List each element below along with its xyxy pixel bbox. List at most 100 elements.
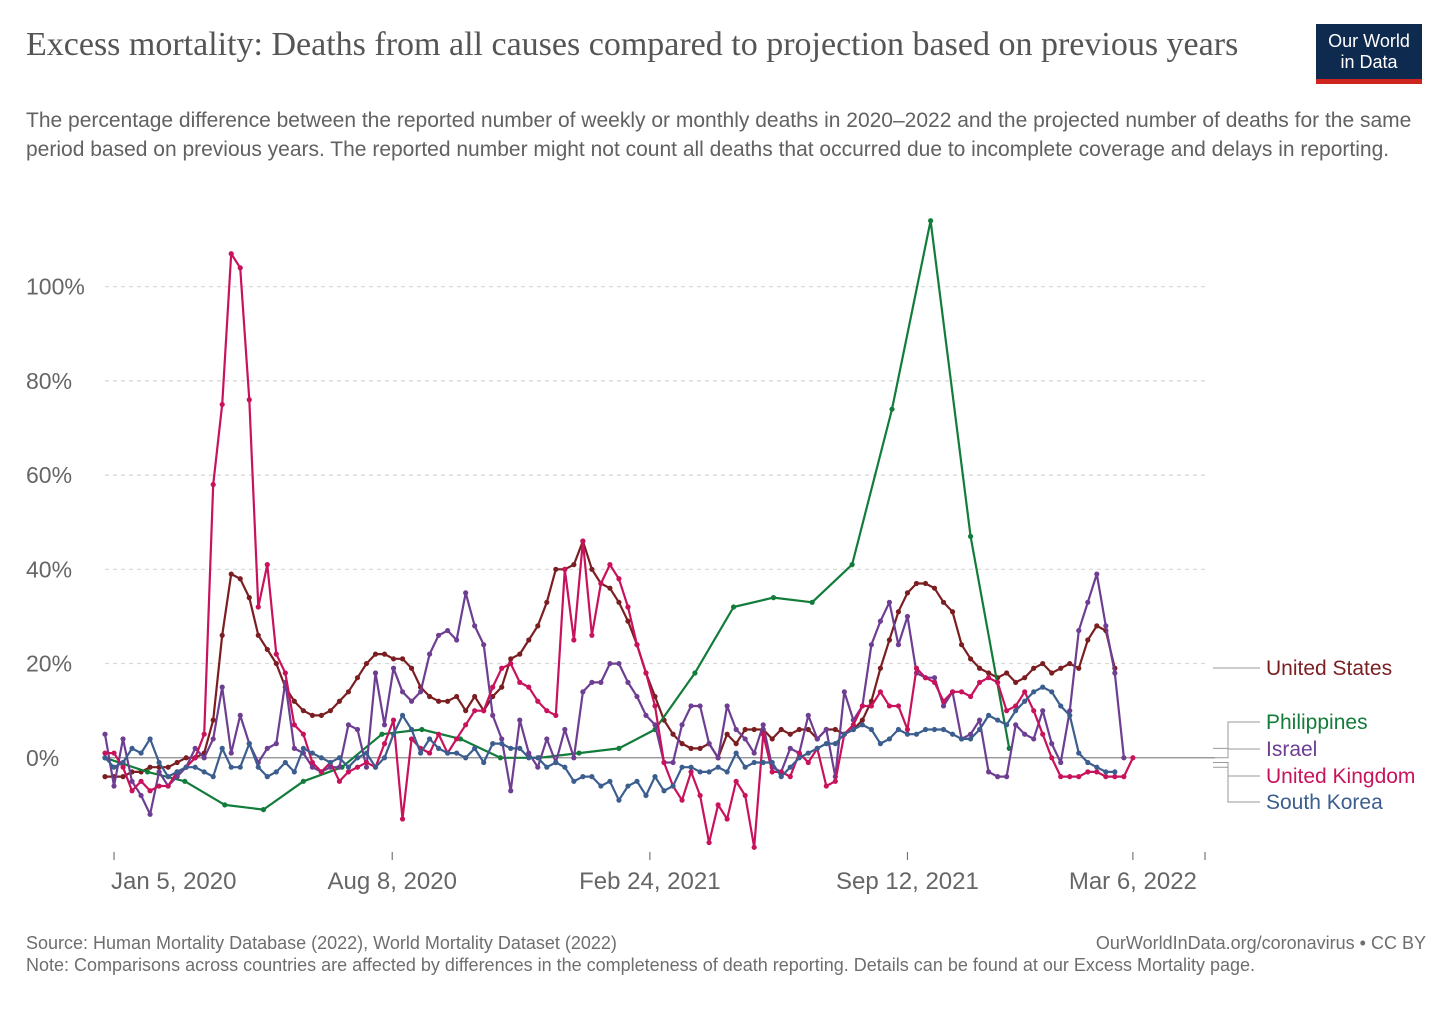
data-point (562, 566, 568, 572)
data-point (913, 731, 920, 737)
data-point (724, 769, 730, 775)
data-point (1103, 769, 1109, 775)
data-point (697, 703, 703, 709)
data-point (688, 764, 694, 770)
data-point (616, 599, 622, 605)
data-point (940, 698, 947, 704)
data-point (661, 788, 667, 794)
data-point (967, 731, 974, 737)
data-point (246, 397, 252, 403)
data-point (336, 755, 343, 761)
data-point (372, 670, 379, 676)
data-point (381, 722, 388, 728)
data-point (463, 755, 469, 761)
data-point (544, 736, 550, 742)
data-point (237, 712, 243, 718)
data-point (535, 755, 541, 761)
data-point (354, 726, 361, 733)
data-point (472, 745, 478, 751)
data-point (1076, 665, 1082, 671)
data-point (986, 712, 992, 718)
data-point (309, 750, 315, 756)
data-point (652, 774, 658, 780)
data-point (670, 759, 676, 766)
data-point (904, 590, 911, 596)
series-south-korea (102, 684, 1118, 803)
data-point (724, 703, 730, 709)
y-tick-label: 20% (26, 651, 72, 677)
data-point (138, 750, 144, 756)
data-point (309, 712, 315, 718)
data-point (796, 755, 802, 761)
data-point (1112, 670, 1118, 676)
data-point (1058, 703, 1064, 709)
license-link[interactable]: OurWorldInData.org/coronavirus • CC BY (1095, 933, 1426, 953)
data-point (634, 693, 640, 700)
data-point (886, 599, 893, 605)
note-text[interactable]: Note: Comparisons across countries are a… (26, 955, 1256, 975)
data-point (688, 703, 694, 709)
data-point (589, 774, 595, 780)
data-point (931, 585, 938, 591)
data-point (922, 726, 929, 733)
data-point (291, 769, 297, 775)
data-point (850, 726, 856, 733)
data-point (724, 731, 730, 737)
data-point (508, 745, 514, 751)
logo-line-2: in Data (1340, 52, 1398, 72)
data-point (877, 665, 884, 671)
data-point (318, 755, 324, 761)
data-point (499, 736, 505, 742)
data-point (1067, 708, 1073, 714)
data-point (111, 764, 117, 770)
data-point (255, 764, 261, 770)
data-point (832, 778, 838, 784)
data-point (300, 731, 306, 737)
data-point (706, 741, 712, 747)
data-point (111, 750, 117, 756)
data-point (147, 811, 153, 817)
data-point (598, 580, 604, 587)
data-point (805, 712, 811, 718)
data-point (508, 656, 514, 662)
data-point (1067, 774, 1073, 780)
axes: 0% 20% 40% 60% 80% 100% Jan 5, 2020 Aug 8, 2020… (26, 274, 1206, 895)
data-point (354, 764, 361, 770)
data-point (877, 741, 884, 747)
data-point (535, 764, 541, 770)
data-point (1022, 689, 1028, 695)
data-point (318, 712, 324, 718)
data-point (886, 637, 893, 643)
data-point (363, 660, 370, 667)
legend-label-philippines: Philippines (1266, 711, 1368, 734)
data-point (219, 401, 225, 408)
data-point (1076, 627, 1082, 634)
data-point (300, 745, 306, 751)
x-tick-label: Aug 8, 2020 (328, 868, 457, 895)
data-point (490, 741, 496, 747)
data-point (643, 712, 649, 718)
data-point (580, 538, 586, 544)
owid-logo[interactable]: Our World in Data (1316, 24, 1422, 84)
data-point (679, 741, 685, 747)
data-point (949, 731, 956, 737)
data-point (1121, 774, 1127, 780)
data-point (517, 745, 523, 751)
data-point (1085, 637, 1091, 643)
data-point (228, 750, 234, 756)
series (102, 218, 1136, 850)
data-point (282, 670, 288, 676)
data-point (995, 679, 1001, 685)
data-point (697, 769, 703, 775)
data-point (607, 778, 613, 784)
data-point (995, 717, 1001, 723)
data-point (363, 750, 370, 756)
data-point (940, 726, 947, 733)
data-point (931, 726, 938, 733)
data-point (715, 755, 721, 761)
data-point (692, 670, 698, 676)
data-point (1085, 599, 1091, 605)
data-point (751, 750, 757, 756)
data-point (246, 741, 252, 747)
data-point (246, 595, 252, 601)
